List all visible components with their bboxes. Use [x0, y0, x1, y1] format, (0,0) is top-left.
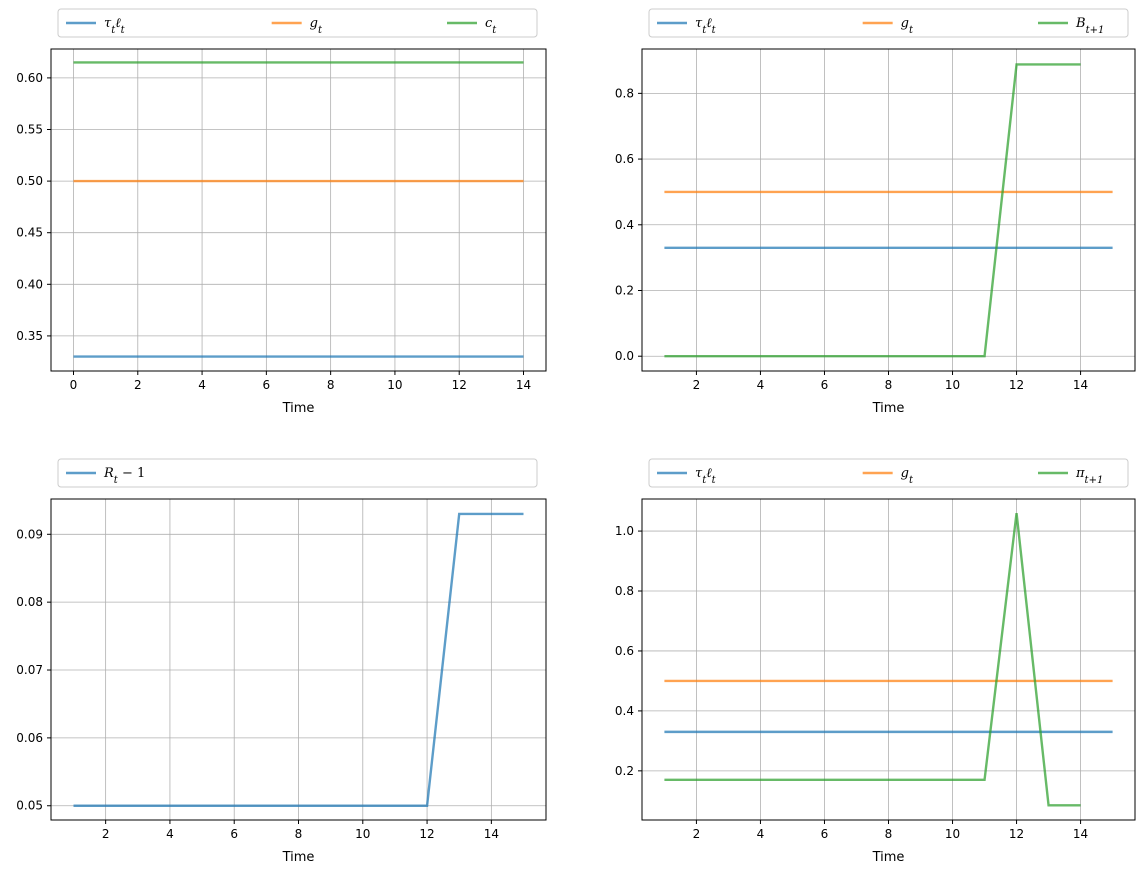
y-tick-label: 0.2 — [615, 284, 634, 298]
series-line-1 — [73, 512, 524, 807]
y-tick-label: 0.06 — [16, 731, 43, 745]
chart-panel-1: 0 2 4 6 8 10 12 14 0.35 0.40 0.45 0.50 0.55 0.60 Time τ… — [16, 8, 547, 416]
x-tick-label: 10 — [945, 378, 960, 392]
x-tick-label: 12 — [419, 827, 434, 841]
x-tick-label: 6 — [821, 827, 829, 841]
legend-entry-label: πt+1 — [1075, 466, 1103, 486]
legend: τtℓt gt ct — [57, 8, 538, 38]
x-tick-label: 14 — [484, 827, 499, 841]
chart-panel-2: 2 4 6 8 10 12 14 0.0 0.2 0.4 0.6 0.8 Time τtℓt gt Bt+1 — [615, 8, 1136, 416]
x-tick-label: 6 — [230, 827, 238, 841]
y-tick-label: 0.8 — [615, 584, 634, 598]
legend: τtℓt gt Bt+1 — [648, 8, 1129, 38]
legend-entry-label: τtℓt — [695, 466, 717, 486]
x-tick-label: 8 — [295, 827, 303, 841]
x-axis-label: Time — [872, 401, 905, 416]
x-tick-label: 2 — [693, 827, 701, 841]
x-tick-label: 6 — [263, 378, 271, 392]
y-tick-label: 1.0 — [615, 524, 634, 538]
x-tick-label: 12 — [1009, 827, 1024, 841]
y-tick-label: 0.4 — [615, 218, 634, 232]
y-tick-label: 0.50 — [16, 174, 43, 188]
y-tick-label: 0.55 — [16, 123, 43, 137]
x-tick-label: 4 — [198, 378, 206, 392]
legend-frame — [57, 458, 538, 488]
x-tick-label: 10 — [355, 827, 370, 841]
x-tick-label: 8 — [885, 378, 893, 392]
x-tick-label: 10 — [387, 378, 402, 392]
y-tick-label: 0.6 — [615, 644, 634, 658]
plot-area-frame — [50, 48, 547, 372]
y-tick-label: 0.8 — [615, 86, 634, 100]
legend-entry-label: τtℓt — [104, 16, 126, 36]
x-axis-label: Time — [282, 850, 315, 865]
x-tick-label: 8 — [327, 378, 335, 392]
y-tick-label: 0.40 — [16, 277, 43, 291]
x-tick-label: 0 — [70, 378, 78, 392]
legend-entry-label: Rt − 1 — [103, 466, 145, 486]
y-tick-label: 0.60 — [16, 71, 43, 85]
y-tick-label: 0.08 — [16, 595, 43, 609]
x-tick-label: 14 — [1073, 378, 1088, 392]
y-tick-label: 0.09 — [16, 527, 43, 541]
series-line-3 — [664, 512, 1081, 807]
legend-entry-label: gt — [310, 16, 323, 36]
legend-entry-label: gt — [901, 466, 914, 486]
legend: Rt − 1 — [57, 458, 538, 488]
x-tick-label: 14 — [516, 378, 531, 392]
legend-entry-label: ct — [485, 16, 497, 36]
x-tick-label: 4 — [757, 378, 765, 392]
legend-entry-label: Bt+1 — [1075, 16, 1104, 36]
y-tick-label: 0.05 — [16, 799, 43, 813]
x-tick-label: 2 — [134, 378, 142, 392]
y-tick-label: 0.0 — [615, 349, 634, 363]
y-tick-label: 0.4 — [615, 704, 634, 718]
legend: τtℓt gt πt+1 — [648, 458, 1129, 488]
x-tick-label: 8 — [885, 827, 893, 841]
y-tick-label: 0.45 — [16, 226, 43, 240]
legend-entry-label: gt — [901, 16, 914, 36]
chart-panel-4: 2 4 6 8 10 12 14 0.2 0.4 0.6 0.8 1.0 Time τtℓt gt πt+1 — [615, 458, 1136, 865]
y-tick-label: 0.07 — [16, 663, 43, 677]
x-tick-label: 12 — [1009, 378, 1024, 392]
x-tick-label: 12 — [452, 378, 467, 392]
y-tick-label: 0.6 — [615, 152, 634, 166]
x-tick-label: 4 — [757, 827, 765, 841]
series-line-3 — [664, 63, 1081, 358]
legend-entry-label: τtℓt — [695, 16, 717, 36]
x-tick-label: 14 — [1073, 827, 1088, 841]
chart-panel-3: 2 4 6 8 10 12 14 0.05 0.06 0.07 0.08 0.09 Time Rt − 1 — [16, 458, 547, 865]
y-tick-label: 0.2 — [615, 764, 634, 778]
x-tick-label: 6 — [821, 378, 829, 392]
x-axis-label: Time — [872, 850, 905, 865]
x-axis-label: Time — [282, 401, 315, 416]
x-tick-label: 4 — [166, 827, 174, 841]
x-tick-label: 2 — [693, 378, 701, 392]
y-tick-label: 0.35 — [16, 329, 43, 343]
x-tick-label: 10 — [945, 827, 960, 841]
x-tick-label: 2 — [102, 827, 110, 841]
